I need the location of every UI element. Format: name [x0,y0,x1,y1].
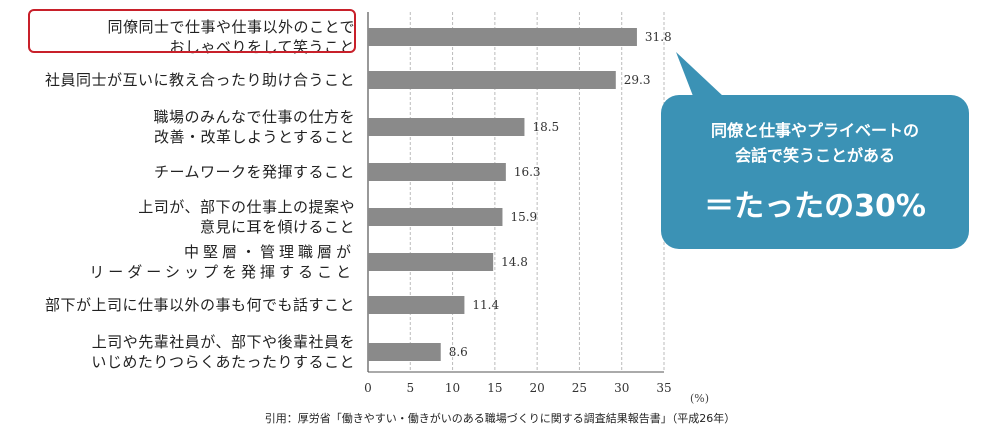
x-tick-label: 30 [614,381,629,395]
bar-value-label: 16.3 [514,165,541,179]
category-label-line: 上司が、部下の仕事上の提案や [138,198,355,216]
callout-line-1: 同僚と仕事やプライベートの [710,121,919,140]
callout-line-2: 会話で笑うことがある [734,146,895,165]
bar-value-label: 15.9 [510,210,537,224]
category-label: 職場のみんなで仕事の仕方を 改善・改革しようとすること [153,107,355,147]
callout-headline: ＝たったの30% [704,189,926,224]
bar [368,208,503,226]
bar-value-label: 18.5 [532,120,559,134]
source-citation: 引用：厚労省「働きやすい・働きがいのある職場づくりに関する調査結果報告書」（平成… [264,412,736,425]
chart-x-ticks: 0 5 10 15 20 25 30 35 [364,381,671,395]
bar-value-label: 31.8 [645,30,672,44]
bar [368,28,637,46]
bar [368,253,494,271]
category-label: 上司が、部下の仕事上の提案や意見に耳を傾けること [138,197,355,237]
bar [368,296,465,314]
category-label-line: 部下が上司に仕事以外の事も何でも話すこと [44,296,355,314]
category-label-line: チームワークを発揮すること [153,163,355,181]
category-label-line: 職場のみんなで仕事の仕方を [153,108,355,126]
category-label-line: 意見に耳を傾けること [199,218,355,236]
callout-box: 同僚と仕事やプライベートの 会話で笑うことがある ＝たったの30% [661,95,969,249]
x-axis-unit: (%) [690,392,709,405]
category-label: 中堅層・管理職層がリーダーシップを発揮すること [89,242,355,282]
highlight-box [28,9,356,53]
category-label-line: いじめたりつらくあたったりすること [91,353,355,371]
bar [368,343,441,361]
bar-value-label: 8.6 [449,345,468,359]
bar-value-label: 14.8 [501,255,528,269]
x-tick-label: 35 [656,381,671,395]
category-label: 部下が上司に仕事以外の事も何でも話すこと [45,295,355,315]
category-label-line: 中堅層・管理職層が [183,243,355,261]
bar-value-label: 11.4 [472,298,499,312]
bar [368,71,616,89]
bar [368,118,525,136]
category-label: 社員同士が互いに教え合ったり助け合うこと [45,70,355,90]
category-label-line: 改善・改革しようとすること [153,128,355,146]
category-label: チームワークを発揮すること [154,162,355,182]
category-label-line: 上司や先輩社員が、部下や後輩社員を [91,333,355,351]
x-tick-label: 0 [364,381,372,395]
category-label-line: リーダーシップを発揮すること [89,263,355,281]
chart-bars [368,28,637,361]
x-tick-label: 25 [572,381,587,395]
bar [368,163,506,181]
x-tick-label: 20 [530,381,545,395]
category-label-line: 同僚同士で仕事や仕事以外のことで [107,18,355,36]
category-label: 上司や先輩社員が、部下や後輩社員を いじめたりつらくあたったりすること [91,332,355,372]
chart-value-labels: 31.8 29.3 18.5 16.3 15.9 14.8 11.4 8.6 [449,30,672,359]
x-tick-label: 5 [406,381,414,395]
category-label-line: 社員同士が互いに教え合ったり助け合うこと [44,71,355,89]
bar-value-label: 29.3 [624,73,651,87]
x-tick-label: 10 [445,381,460,395]
x-tick-label: 15 [487,381,502,395]
